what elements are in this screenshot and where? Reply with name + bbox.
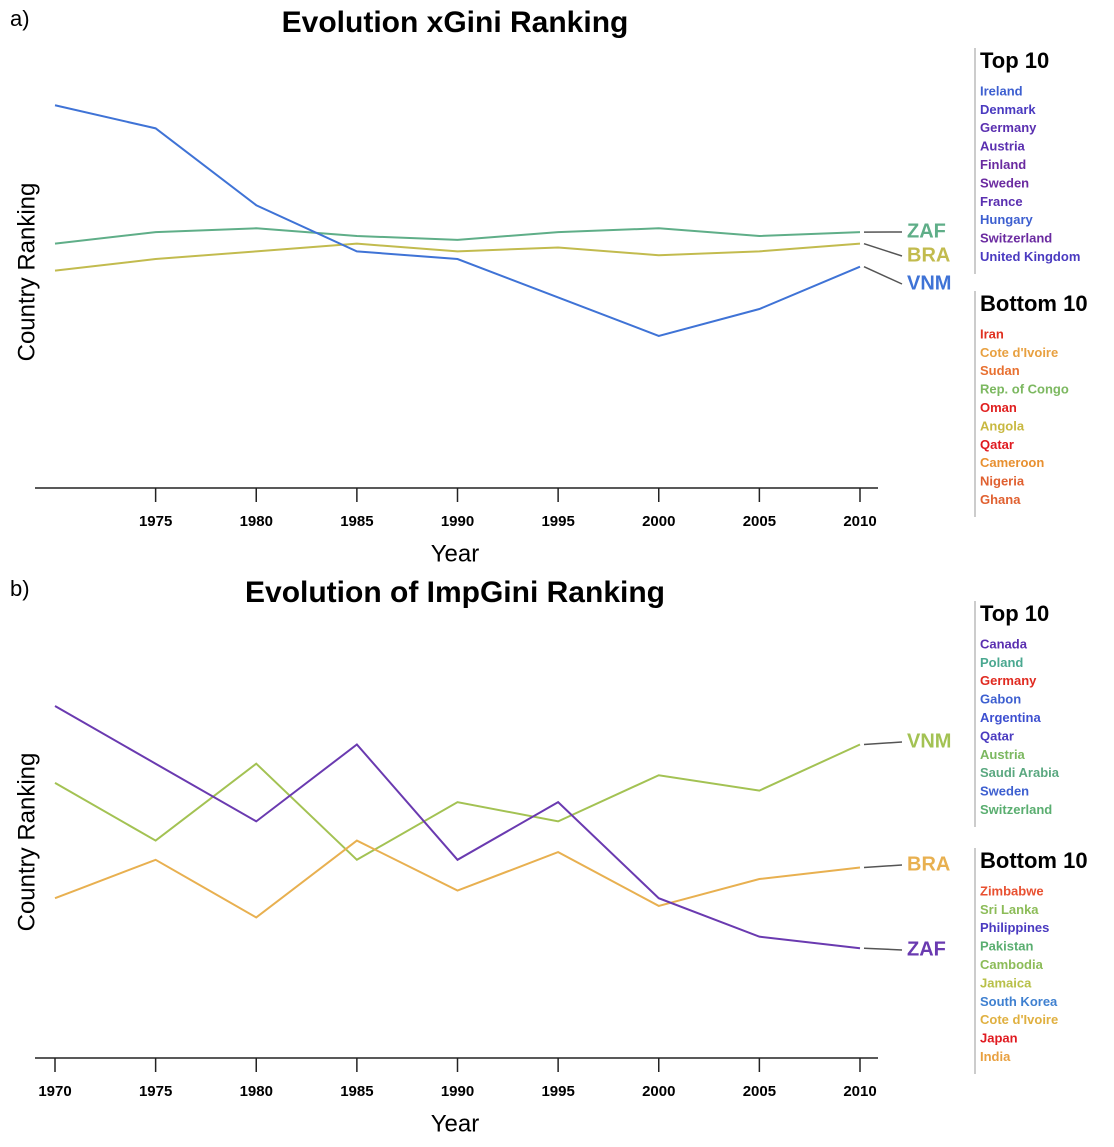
legend-entry: Oman	[980, 400, 1017, 415]
x-axis-label: Year	[431, 540, 480, 567]
series-line	[55, 706, 860, 948]
label-pointer	[864, 244, 902, 256]
legend-entry: Austria	[980, 747, 1026, 762]
label-pointer	[864, 267, 902, 284]
chart-title: Evolution xGini Ranking	[282, 6, 629, 39]
panel-label: b)	[10, 576, 30, 601]
series-line	[55, 744, 860, 859]
x-tick-label: 1995	[541, 1083, 574, 1100]
x-tick-label: 2000	[642, 513, 675, 530]
legend-entry: India	[980, 1049, 1011, 1064]
series-label: BRA	[907, 244, 950, 266]
x-tick-label: 2005	[743, 513, 776, 530]
legend-entry: Poland	[980, 655, 1023, 670]
legend-title: Top 10	[980, 48, 1049, 73]
x-tick-label: 2010	[843, 1083, 876, 1100]
legend-entry: Switzerland	[980, 802, 1052, 817]
x-tick-label: 1985	[340, 1083, 373, 1100]
series-line	[55, 228, 860, 243]
legend-entry: Jamaica	[980, 975, 1032, 990]
x-tick-label: 2010	[843, 513, 876, 530]
legend-title: Bottom 10	[980, 291, 1088, 316]
legend-entry: France	[980, 194, 1023, 209]
legend-entry: Rep. of Congo	[980, 382, 1069, 397]
legend-entry: Zimbabwe	[980, 883, 1044, 898]
label-pointer	[864, 742, 902, 744]
legend-entry: Germany	[980, 673, 1037, 688]
series-label: ZAF	[907, 220, 946, 242]
legend-entry: Gabon	[980, 692, 1021, 707]
x-tick-label: 1995	[541, 513, 574, 530]
legend-entry: Finland	[980, 157, 1026, 172]
legend-entry: Sweden	[980, 175, 1029, 190]
legend-title: Bottom 10	[980, 848, 1088, 873]
legend-entry: Ireland	[980, 83, 1023, 98]
panel-label: a)	[10, 6, 30, 31]
x-tick-label: 1975	[139, 513, 172, 530]
legend-entry: Qatar	[980, 437, 1014, 452]
legend-entry: Nigeria	[980, 474, 1025, 489]
legend-entry: Denmark	[980, 102, 1036, 117]
series-line	[55, 244, 860, 271]
x-tick-label: 2005	[743, 1083, 776, 1100]
x-tick-label: 1990	[441, 1083, 474, 1100]
legend-entry: Germany	[980, 120, 1037, 135]
series-label: VNM	[907, 272, 951, 294]
legend-entry: Iran	[980, 326, 1004, 341]
legend-entry: Ghana	[980, 492, 1021, 507]
x-tick-label: 1990	[441, 513, 474, 530]
legend-entry: United Kingdom	[980, 249, 1080, 264]
legend-entry: Saudi Arabia	[980, 765, 1060, 780]
legend-entry: Sri Lanka	[980, 902, 1039, 917]
legend-entry: Argentina	[980, 710, 1041, 725]
legend-entry: Cameroon	[980, 455, 1044, 470]
legend-entry: Japan	[980, 1031, 1018, 1046]
series-label: BRA	[907, 853, 950, 875]
legend-entry: South Korea	[980, 994, 1058, 1009]
legend-entry: Cambodia	[980, 957, 1044, 972]
series-line	[55, 841, 860, 918]
x-tick-label: 1980	[240, 1083, 273, 1100]
series-line	[55, 105, 860, 336]
label-pointer	[864, 948, 902, 950]
legend-entry: Cote d'Ivoire	[980, 1012, 1058, 1027]
series-label: ZAF	[907, 938, 946, 960]
x-tick-label: 1975	[139, 1083, 172, 1100]
y-axis-label: Country Ranking	[13, 753, 40, 932]
series-label: VNM	[907, 730, 951, 752]
label-pointer	[864, 865, 902, 867]
chart-title: Evolution of ImpGini Ranking	[245, 576, 665, 609]
x-axis-label: Year	[431, 1110, 480, 1137]
legend-entry: Sweden	[980, 784, 1029, 799]
legend-entry: Austria	[980, 139, 1026, 154]
legend-entry: Canada	[980, 636, 1028, 651]
legend-entry: Switzerland	[980, 231, 1052, 246]
legend-entry: Cote d'Ivoire	[980, 345, 1058, 360]
legend-title: Top 10	[980, 601, 1049, 626]
legend-entry: Sudan	[980, 363, 1020, 378]
x-tick-label: 2000	[642, 1083, 675, 1100]
legend-entry: Qatar	[980, 728, 1014, 743]
legend-entry: Angola	[980, 418, 1025, 433]
x-tick-label: 1970	[38, 1083, 71, 1100]
legend-entry: Philippines	[980, 920, 1049, 935]
legend-entry: Hungary	[980, 212, 1034, 227]
y-axis-label: Country Ranking	[13, 183, 40, 362]
x-tick-label: 1980	[240, 513, 273, 530]
x-tick-label: 1985	[340, 513, 373, 530]
legend-entry: Pakistan	[980, 939, 1034, 954]
